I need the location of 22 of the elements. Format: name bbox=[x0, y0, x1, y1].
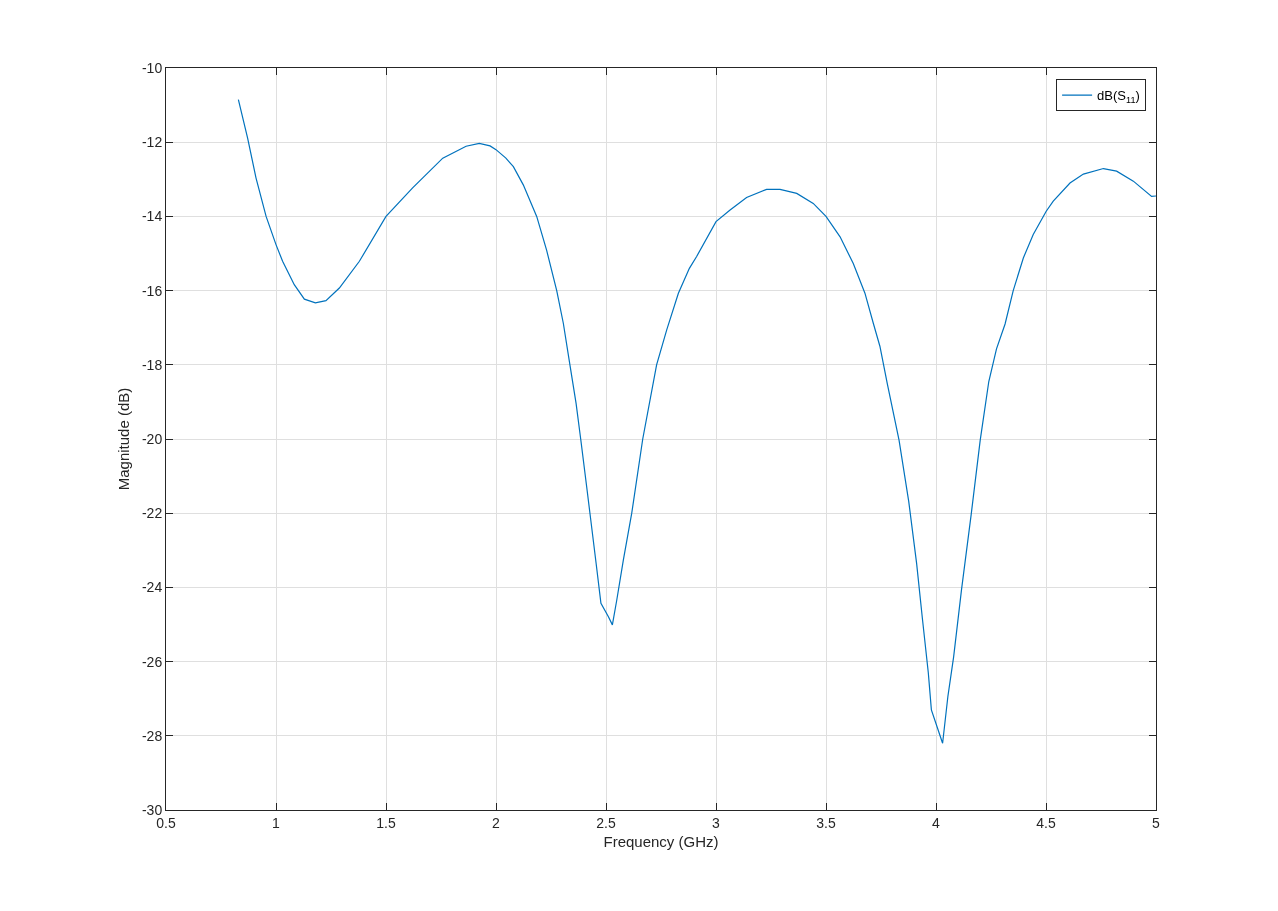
x-tick-label: 2 bbox=[492, 814, 501, 831]
y-tick-label: -16 bbox=[141, 282, 163, 299]
y-tick-label: -12 bbox=[141, 134, 163, 151]
x-tick-label: 5 bbox=[1152, 814, 1161, 831]
x-tick-label: 4 bbox=[932, 814, 941, 831]
y-axis-title: Magnitude (dB) bbox=[115, 387, 133, 491]
y-tick-label: -28 bbox=[141, 727, 163, 744]
y-tick-label: -10 bbox=[141, 59, 163, 76]
x-tick-label: 4.5 bbox=[1036, 814, 1056, 831]
y-tick-label: -22 bbox=[141, 505, 163, 522]
legend-label: dB(S$_{11}$) bbox=[1097, 88, 1140, 105]
y-tick-label: -26 bbox=[141, 653, 163, 670]
y-tick-label: -24 bbox=[141, 579, 163, 596]
y-tick-label: -14 bbox=[141, 208, 163, 225]
x-tick-label: 1 bbox=[272, 814, 281, 831]
x-tick-label: 3 bbox=[712, 814, 721, 831]
x-tick-label: 3.5 bbox=[816, 814, 836, 831]
x-axis-title: Frequency (GHz) bbox=[603, 832, 719, 850]
x-tick-label: 1.5 bbox=[376, 814, 396, 831]
x-tick-label: 2.5 bbox=[596, 814, 616, 831]
y-tick-label: -18 bbox=[141, 356, 163, 373]
y-tick-label: -20 bbox=[141, 430, 163, 447]
